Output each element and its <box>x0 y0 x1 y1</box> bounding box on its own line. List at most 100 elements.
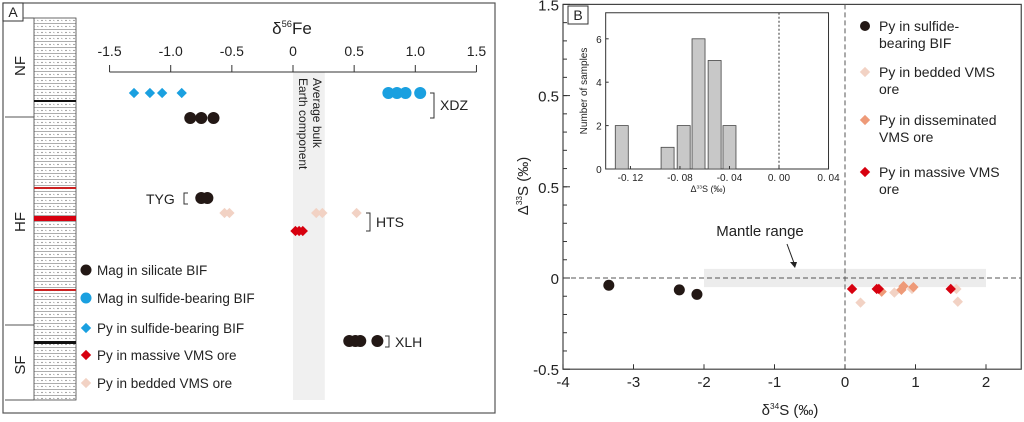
x-tick-label: 1.5 <box>467 43 487 59</box>
inset-histogram: -0. 12 -0. 08 -0. 04 0. 00 0. 04 0 2 4 6 Number o… <box>579 12 840 194</box>
data-point-py-in-sulfide-bearing-bif <box>128 87 140 99</box>
legend-label-line1: Py in sulfide- <box>879 18 959 34</box>
inset-x-tick-label: 0. 00 <box>768 173 791 184</box>
histogram-bar <box>660 146 675 170</box>
data-point-py-in-bedded-vms-ore <box>952 296 963 307</box>
inset-y-tick-label: 0 <box>596 165 602 176</box>
data-point-mag-in-sulfide-bearing-bif <box>414 87 427 99</box>
inset-x-axis-title: Δ33S (‰) <box>690 184 725 194</box>
band-label-line2: Earth component <box>296 78 310 170</box>
legend-marker <box>859 166 871 178</box>
inset-x-tick-label: 0. 04 <box>817 173 840 184</box>
locality-label-hts: HTS <box>376 214 404 230</box>
data-point-py-in-bedded-vms-ore <box>224 207 235 219</box>
data-point-py-in-disseminated-vms-ore <box>898 281 909 292</box>
stratigraphic-column: NF HF SF <box>5 17 77 401</box>
formation-label-hf: HF <box>12 212 29 232</box>
mantle-range-arrow-head <box>790 262 797 268</box>
x-tick-label: 2 <box>982 374 990 391</box>
y-tick-label: 0.5 <box>538 180 559 197</box>
data-point-mag-in-sulfide-bearing-bif <box>399 87 412 99</box>
data-point-py-in-sulfide-bearing-bif <box>176 87 187 99</box>
legend-label: Py in bedded VMS ore <box>97 376 232 391</box>
data-point-py-in-sulfide-bearing-bif <box>144 87 156 99</box>
formation-label-nf: NF <box>12 56 29 76</box>
inset-y-tick-label: 6 <box>596 35 602 46</box>
x-tick-label: 0 <box>289 43 297 59</box>
inset-y-tick-label: 4 <box>596 78 602 89</box>
legend-marker <box>859 114 871 126</box>
locality-bracket <box>183 192 188 205</box>
data-point-py-in-bedded-vms-ore <box>311 207 322 219</box>
legend-label: Py in massive VMS ore <box>97 348 237 363</box>
panel-a-frame <box>2 2 496 414</box>
data-point-mag-in-silicate-bif <box>207 112 220 124</box>
mantle-range-arrow-line <box>786 243 795 264</box>
data-point-py-in-massive-vms-ore <box>873 283 885 295</box>
inset-x-tick-label: -0. 04 <box>717 173 743 184</box>
column-band <box>34 289 76 291</box>
x-tick-label: 1 <box>911 374 919 391</box>
data-point-mag-in-silicate-bif <box>371 335 384 347</box>
x-tick-label: -0.5 <box>220 43 244 59</box>
locality-bracket <box>430 92 435 119</box>
x-tick-label: -1.5 <box>97 43 121 59</box>
legend-label: Py in sulfide-bearing BIF <box>97 321 244 336</box>
data-point-py-in-bedded-vms-ore <box>855 297 866 308</box>
data-point-mag-in-sulfide-bearing-bif <box>390 87 403 99</box>
legend-marker <box>80 292 92 304</box>
legend-marker <box>80 322 92 334</box>
locality-label-xdz: XDZ <box>440 97 468 113</box>
mantle-range-label: Mantle range <box>716 223 804 240</box>
legend-label-line2: bearing BIF <box>879 35 951 51</box>
y-axis-title: Δ33S (‰) <box>515 157 532 215</box>
data-point-py-in-bedded-vms-ore <box>317 207 328 219</box>
data-point-py-in-sulfide-bearing-bif <box>673 284 685 296</box>
panel-a-label-box <box>2 2 24 22</box>
legend-label: Mag in silicate BIF <box>97 263 207 278</box>
x-tick-label: -1.0 <box>159 43 183 59</box>
data-point-py-in-sulfide-bearing-bif <box>156 87 168 99</box>
legend-marker <box>80 377 92 389</box>
legend-marker <box>859 66 871 78</box>
x-tick-label: 1.0 <box>406 43 426 59</box>
inset-y-tick-label: 2 <box>596 122 602 133</box>
locality-label-tyg: TYG <box>146 191 175 207</box>
data-point-py-in-disseminated-vms-ore <box>908 281 919 293</box>
y-tick-label: 0.5 <box>538 89 559 106</box>
y-tick-label: 0 <box>551 271 559 288</box>
histogram-bar <box>707 60 722 170</box>
histogram-bar <box>676 125 691 170</box>
formation-label-sf: SF <box>12 355 29 374</box>
legend-marker <box>80 264 92 276</box>
data-point-py-in-bedded-vms-ore <box>951 283 962 295</box>
column-body <box>33 17 77 401</box>
data-point-mag-in-silicate-bif <box>184 112 197 124</box>
panel-b: Mantle range -4 -3 -2 -1 0 1 2 1.5 0.5 0.5 0 -0.5 δ34… <box>515 0 1022 419</box>
x-tick-label: -4 <box>556 374 569 391</box>
legend-label: Mag in sulfide-bearing BIF <box>97 291 255 306</box>
data-point-py-in-sulfide-bearing-bif <box>691 288 703 300</box>
locality-label-xlh: XLH <box>395 334 422 350</box>
legend-label-line1: Py in disseminated <box>879 112 997 128</box>
data-point-py-in-massive-vms-ore <box>846 283 858 295</box>
x-tick-label: -2 <box>697 374 710 391</box>
legend-marker <box>80 349 92 361</box>
legend-label-line1: Py in bedded VMS <box>879 64 995 80</box>
data-point-mag-in-silicate-bif <box>201 192 214 204</box>
legend-label-line2: VMS ore <box>879 129 934 145</box>
x-tick-label: -3 <box>627 374 640 391</box>
x-tick-label: 0.5 <box>344 43 364 59</box>
inset-x-tick-label: -0. 08 <box>667 173 693 184</box>
legend-label-line2: ore <box>879 81 899 97</box>
x-axis-title: δ34S (‰) <box>762 402 819 419</box>
band-label-line1: Average bulk <box>310 78 324 149</box>
column-band <box>34 100 76 102</box>
data-point-py-in-bedded-vms-ore <box>889 287 900 298</box>
x-axis-title: δ56Fe <box>272 19 312 38</box>
legend-label-line2: ore <box>879 181 899 197</box>
